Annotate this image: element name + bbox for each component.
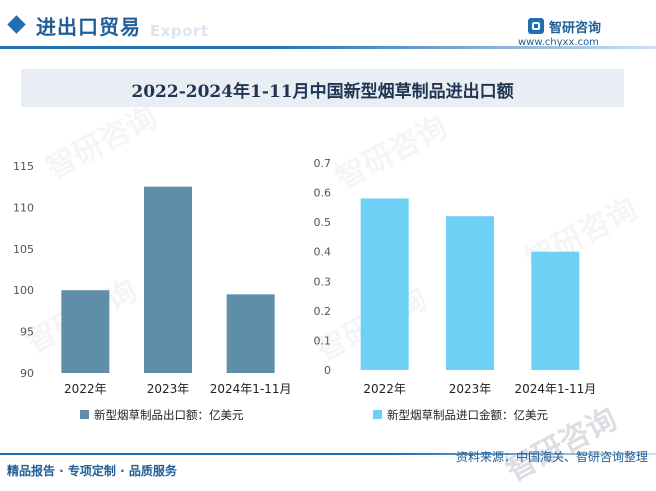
- section-ghost-text: Export: [150, 22, 209, 40]
- section-title: 进出口贸易: [36, 15, 141, 39]
- y-tick-label: 0: [324, 364, 331, 377]
- x-tick-label: 2022年: [64, 382, 107, 396]
- y-tick-label: 0.3: [314, 275, 332, 288]
- y-tick-label: 100: [13, 284, 34, 297]
- brand-url: www.chyxx.com: [518, 37, 599, 48]
- y-tick-label: 0.5: [314, 216, 332, 229]
- legend-swatch: [80, 410, 89, 419]
- x-tick-label: 2024年1-11月: [514, 382, 596, 396]
- x-tick-label: 2022年: [363, 382, 406, 396]
- y-tick-label: 105: [13, 243, 34, 256]
- legend-swatch: [373, 410, 382, 419]
- footer-slogan: 精品报告 · 专项定制 · 品质服务: [7, 464, 177, 478]
- x-tick-label: 2023年: [449, 382, 492, 396]
- page-header: 进出口贸易 Export 智研咨询 www.chyxx.com: [0, 0, 656, 52]
- brand-logo: 智研咨询 www.chyxx.com: [518, 17, 638, 51]
- bar: [226, 294, 275, 373]
- legend-label: 新型烟草制品进口金额：亿美元: [387, 408, 548, 422]
- y-tick-label: 0.4: [314, 246, 332, 259]
- y-tick-label: 0.7: [314, 157, 332, 170]
- y-tick-label: 90: [20, 367, 34, 380]
- y-tick-label: 95: [20, 326, 34, 339]
- bar: [144, 186, 192, 373]
- y-tick-label: 115: [13, 160, 34, 173]
- chart-title: 2022-2024年1-11月中国新型烟草制品进出口额: [131, 82, 514, 102]
- y-tick-label: 0.2: [314, 305, 332, 318]
- y-tick-label: 110: [13, 201, 34, 214]
- bar: [61, 290, 110, 373]
- brand-name: 智研咨询: [549, 21, 602, 36]
- y-tick-label: 0.1: [314, 334, 332, 347]
- brand-icon: [528, 18, 544, 34]
- bar: [531, 251, 580, 370]
- y-tick-label: 0.6: [314, 187, 332, 200]
- bar: [446, 216, 494, 370]
- chart-title-band: 2022-2024年1-11月中国新型烟草制品进出口额: [21, 69, 624, 107]
- x-tick-label: 2023年: [147, 382, 190, 396]
- header-divider: [0, 46, 656, 49]
- x-tick-label: 2024年1-11月: [210, 382, 292, 396]
- footer-divider: [0, 453, 656, 455]
- source-note: 资料来源：中国海关、智研咨询整理: [455, 450, 648, 464]
- legend-label: 新型烟草制品出口额：亿美元: [94, 408, 244, 422]
- bar: [360, 198, 409, 370]
